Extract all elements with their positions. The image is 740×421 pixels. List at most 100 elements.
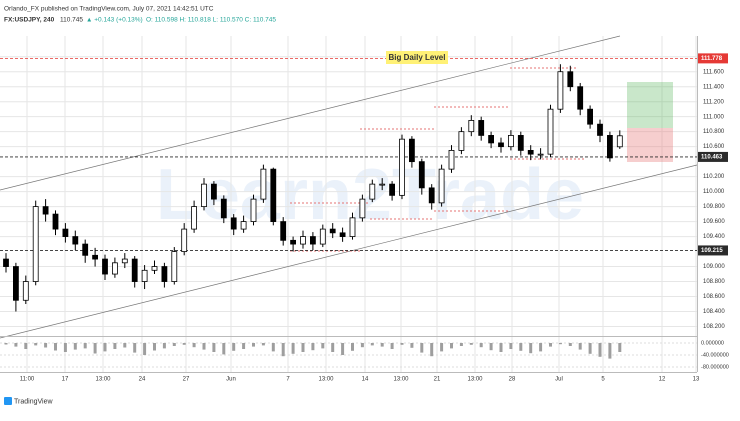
price-change: ▲ +0.143 (+0.13%): [86, 17, 143, 24]
candle-body: [62, 228, 69, 237]
osc-bar: [162, 343, 166, 349]
osc-bar: [83, 343, 87, 349]
candle-body: [72, 236, 79, 245]
osc-bar: [450, 343, 453, 349]
candle-body: [201, 183, 207, 208]
candle-body: [42, 206, 49, 215]
x-tick-label: 7: [286, 377, 290, 383]
osc-bar: [321, 343, 325, 349]
osc-bar: [479, 343, 483, 348]
candle-body: [52, 213, 59, 230]
osc-bar: [380, 343, 384, 347]
osc-bar: [440, 343, 444, 352]
osc-bar: [123, 343, 127, 348]
candle-body: [428, 187, 435, 204]
candle-body: [389, 183, 396, 196]
osc-bar: [489, 343, 493, 351]
stop-zone: [627, 128, 673, 162]
osc-bar: [14, 343, 18, 347]
y-tick-label: 110.800: [703, 129, 725, 135]
candle-body: [507, 135, 514, 148]
osc-bar: [539, 343, 543, 352]
publish-info: Orlando_FX published on TradingView.com,…: [4, 6, 214, 13]
osc-bar: [341, 343, 345, 355]
candle-body: [547, 108, 554, 155]
osc-bar: [252, 343, 255, 347]
osc-bar: [499, 343, 503, 352]
osc-bar: [103, 343, 107, 352]
grid: [0, 36, 697, 372]
candle-body: [577, 86, 584, 110]
osc-bar: [271, 343, 275, 352]
candle-body: [260, 168, 267, 200]
x-tick-label: 17: [62, 377, 69, 383]
candle-body: [161, 266, 168, 282]
osc-bar: [410, 343, 414, 348]
y-tick-label: 109.400: [703, 234, 725, 240]
osc-bar: [172, 343, 176, 346]
candle-body: [408, 138, 415, 163]
osc-bar: [24, 343, 28, 349]
channel-lower: [0, 164, 698, 339]
candle-body: [112, 262, 118, 275]
osc-bar: [212, 343, 216, 352]
level-label: 111.778: [701, 56, 723, 62]
candle-body: [240, 221, 247, 230]
candle-body: [527, 150, 534, 155]
candle-body: [250, 198, 257, 222]
y-tick-label: 109.000: [703, 264, 725, 270]
x-tick-label: Jun: [226, 377, 236, 383]
x-tick-label: 11:00: [20, 377, 35, 383]
osc-bar: [529, 343, 533, 354]
candle-body: [12, 266, 19, 301]
y-tick-label: 110.600: [703, 144, 725, 150]
candle-body: [210, 183, 217, 200]
osc-tick-label: -80.000000: [701, 364, 729, 370]
osc-bar: [400, 343, 404, 345]
y-tick-label: 111.200: [703, 99, 724, 105]
x-tick-label: 21: [434, 377, 441, 383]
x-tick-label: 27: [183, 377, 190, 383]
osc-bar: [182, 343, 186, 345]
osc-bar: [34, 343, 38, 346]
candle-body: [587, 108, 593, 125]
y-tick-label: 110.000: [703, 189, 725, 195]
candle-body: [369, 183, 376, 200]
level-label: 109.215: [701, 248, 723, 254]
y-tick-label: 108.800: [703, 279, 725, 285]
x-tick-label: 13:00: [393, 377, 409, 383]
y-tick-label: 108.600: [703, 294, 725, 300]
osc-bar: [608, 343, 612, 359]
candle-body: [597, 123, 603, 136]
candle-body: [280, 221, 287, 241]
candle-body: [300, 236, 306, 245]
candle-body: [82, 243, 89, 256]
candle-body: [607, 135, 613, 159]
osc-bar: [420, 343, 424, 353]
candle-body: [32, 206, 39, 282]
x-tick-label: Jul: [555, 377, 563, 383]
candle-body: [349, 217, 356, 237]
candle-body: [141, 269, 148, 282]
candle-body: [131, 258, 138, 282]
osc-tick-label: -40.000000: [701, 352, 729, 358]
candle-body: [329, 228, 336, 234]
osc-bar: [133, 343, 137, 353]
x-tick-label: 13:00: [467, 377, 483, 383]
last-price: 110.745: [60, 17, 83, 24]
osc-bar: [360, 343, 364, 348]
osc-bar: [73, 343, 77, 350]
osc-bar: [281, 343, 285, 357]
target-zone: [627, 82, 673, 128]
candle-body: [290, 239, 297, 245]
y-tick-label: 110.200: [703, 174, 725, 180]
candle-body: [488, 135, 495, 144]
y-tick-label: 108.200: [703, 324, 725, 330]
brand-logo: [4, 397, 12, 405]
osc-bar: [192, 343, 196, 348]
osc-bar: [558, 343, 562, 345]
x-tick-label: 12: [659, 377, 666, 383]
osc-bar: [232, 343, 236, 351]
candle-body: [270, 168, 277, 222]
